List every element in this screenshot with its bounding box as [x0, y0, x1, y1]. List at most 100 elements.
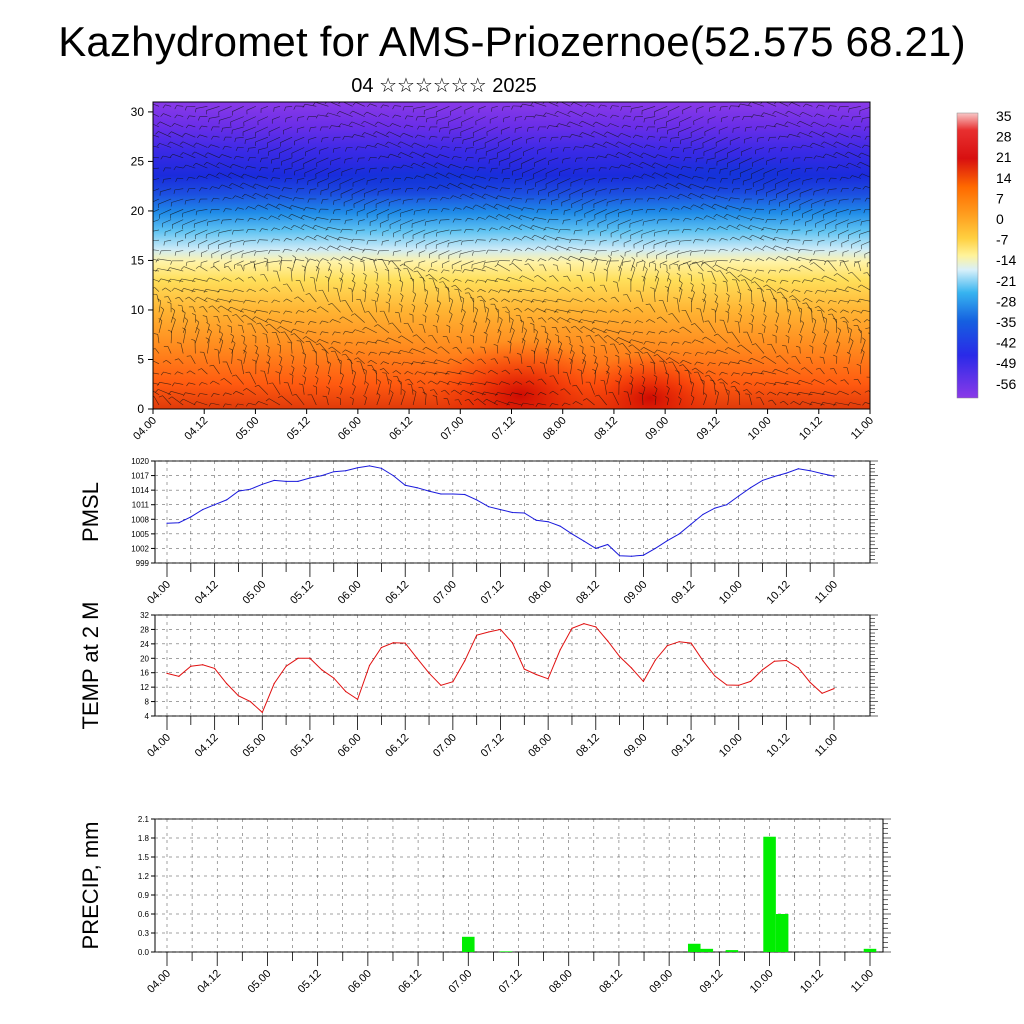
- wind-barb: [400, 305, 403, 313]
- wind-barb-flag: [198, 382, 202, 386]
- wind-barb-flag: [706, 238, 710, 243]
- wind-barb-flag: [861, 118, 863, 123]
- wind-barb: [419, 187, 426, 189]
- wind-barb-flag: [477, 358, 482, 361]
- wind-barb: [829, 379, 837, 385]
- wind-barb: [171, 131, 184, 138]
- wind-barb-flag: [547, 219, 550, 223]
- wind-barb-flag: [860, 310, 864, 314]
- wind-barb: [199, 175, 208, 179]
- y-tick-label: 8: [145, 698, 150, 707]
- wind-barb: [630, 229, 644, 236]
- wind-barb: [842, 250, 849, 253]
- wind-barb-flag: [462, 165, 466, 170]
- wind-barb: [581, 256, 595, 262]
- wind-barb-flag: [577, 369, 582, 371]
- pmsl-point: [368, 465, 371, 467]
- wind-barb-flag: [223, 314, 228, 317]
- wind-barb-flag: [281, 187, 285, 192]
- wind-barb: [328, 167, 341, 174]
- pmsl-point: [464, 493, 466, 496]
- wind-barb-flag: [241, 314, 245, 318]
- wind-barb: [153, 123, 160, 128]
- x-tick-label: 04.00: [131, 415, 159, 443]
- wind-barb: [196, 142, 208, 148]
- wind-barb: [174, 123, 184, 128]
- wind-barb: [334, 209, 341, 211]
- wind-barb: [804, 367, 813, 375]
- wind-barb: [290, 342, 293, 354]
- wind-barb: [848, 341, 854, 354]
- wind-barb-flag: [875, 348, 878, 351]
- wind-barb: [326, 396, 329, 406]
- wind-barb: [436, 229, 450, 233]
- wind-barb-flag: [336, 111, 340, 115]
- wind-barb: [450, 358, 462, 365]
- wind-barb-flag: [277, 395, 282, 398]
- wind-barb-flag: [304, 256, 309, 260]
- wind-barb: [339, 178, 353, 185]
- wind-barb-flag: [483, 262, 485, 267]
- wind-barb-flag: [146, 112, 149, 115]
- wind-barb-flag: [401, 361, 405, 366]
- wind-barb: [861, 219, 870, 222]
- wind-barb: [220, 305, 232, 313]
- wind-barb-flag: [456, 336, 461, 338]
- wind-barb-flag: [221, 277, 225, 281]
- wind-barb: [654, 162, 668, 169]
- wind-barb: [582, 248, 595, 251]
- x-tick-label: 08.00: [541, 415, 569, 443]
- wind-barb-flag: [428, 126, 431, 131]
- wind-barb: [208, 239, 220, 246]
- wind-barb: [260, 299, 268, 303]
- wind-barb-flag: [367, 364, 372, 367]
- wind-barb-flag: [691, 261, 696, 264]
- wind-barb: [590, 286, 595, 292]
- wind-barb: [322, 289, 329, 303]
- wind-barb: [291, 147, 305, 154]
- wind-barb: [642, 277, 646, 292]
- wind-barb-flag: [301, 352, 306, 355]
- wind-barb-flag: [181, 310, 186, 313]
- wind-barb: [581, 198, 595, 205]
- wind-barb: [573, 102, 583, 107]
- wind-barb-flag: [609, 309, 614, 313]
- wind-barb: [707, 351, 716, 354]
- wind-barb-flag: [380, 104, 384, 109]
- wind-barb: [559, 317, 571, 323]
- wind-barb: [389, 219, 402, 226]
- wind-barb-flag: [482, 266, 486, 270]
- wind-barb-flag: [234, 218, 238, 223]
- wind-barb: [490, 177, 498, 179]
- wind-barb: [835, 402, 849, 406]
- wind-barb: [497, 319, 503, 333]
- temp-point: [428, 672, 430, 674]
- wind-barb: [770, 344, 777, 354]
- wind-barb-flag: [827, 189, 829, 194]
- wind-barb-flag: [163, 167, 166, 172]
- wind-barb-flag: [185, 124, 189, 129]
- wind-barb-flag: [338, 123, 342, 127]
- wind-barb: [333, 147, 341, 150]
- pmsl-point: [428, 490, 430, 492]
- y-tick-label: 15: [131, 253, 145, 267]
- wind-barb: [153, 134, 160, 138]
- wind-barb: [612, 392, 620, 406]
- wind-barb: [267, 347, 270, 354]
- wind-barb: [716, 157, 728, 162]
- wind-barb: [803, 239, 813, 242]
- wind-barb: [720, 167, 728, 171]
- wind-barb: [593, 131, 607, 138]
- wind-barb: [219, 289, 232, 292]
- wind-barb: [859, 298, 870, 302]
- wind-barb: [462, 239, 474, 242]
- wind-barb: [726, 282, 728, 292]
- wind-barb-flag: [277, 326, 281, 330]
- wind-barb-flag: [410, 162, 414, 167]
- wind-barb-flag: [268, 215, 272, 219]
- wind-barb-flag: [590, 327, 594, 331]
- wind-barb-flag: [501, 298, 505, 302]
- wind-barb-flag: [566, 246, 570, 251]
- wind-barb: [423, 360, 438, 365]
- wind-barb-flag: [258, 216, 262, 221]
